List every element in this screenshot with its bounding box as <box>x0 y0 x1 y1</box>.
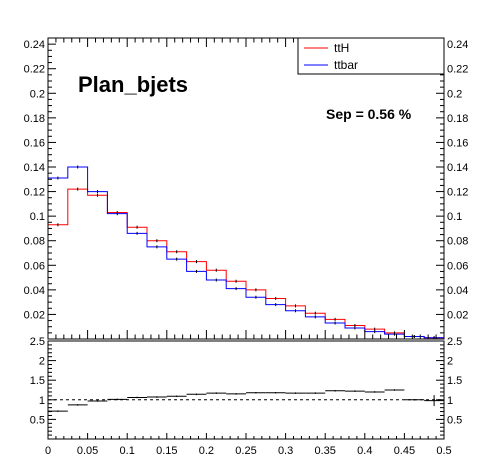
y-tick-label-right: 0.18 <box>447 113 468 125</box>
x-tick-label: 0.15 <box>156 445 177 457</box>
ratio-y-tick-label-right: 1.5 <box>447 375 462 387</box>
y-tick-label-right: 0.2 <box>447 88 462 100</box>
y-tick-label-right: 0.1 <box>447 211 462 223</box>
legend: ttH ttbar <box>297 37 445 75</box>
y-tick-label: 0.06 <box>24 260 45 272</box>
ratio-points <box>48 389 444 412</box>
x-tick-label: 0.45 <box>394 445 415 457</box>
histogram-lines <box>48 165 444 340</box>
ratio-y-tick-label: 2.5 <box>30 336 45 348</box>
ratio-panel: 0.5 0.5 1 1 1.5 1.5 2 2 2.5 2.5 0 0.05 0.1 0.15 0.2 0.… <box>30 336 463 457</box>
y-tick-label: 0.1 <box>30 211 45 223</box>
ratio-y-tick-label: 2 <box>39 356 45 368</box>
ratio-y-tick-label-right: 1 <box>447 395 453 407</box>
y-tick-label: 0.24 <box>24 39 45 51</box>
y-tick-label-right: 0.12 <box>447 187 468 199</box>
ratio-y-tick-label-right: 0.5 <box>447 414 462 426</box>
ratio-y-tick-label: 1.5 <box>30 375 45 387</box>
y-tick-label-right: 0.14 <box>447 162 468 174</box>
y-tick-label: 0.12 <box>24 187 45 199</box>
ratio-y-tick-label: 1 <box>39 395 45 407</box>
ratio-x-axis: 0 0.05 0.1 0.15 0.2 0.25 0.3 0.35 0.4 0.45 0.5 <box>45 433 452 457</box>
y-tick-label: 0.14 <box>24 162 45 174</box>
y-tick-label-right: 0.06 <box>447 260 468 272</box>
y-tick-label: 0.22 <box>24 64 45 76</box>
y-tick-label: 0.2 <box>30 88 45 100</box>
legend-box <box>297 37 445 75</box>
x-tick-label: 0.25 <box>235 445 256 457</box>
x-tick-label: 0.35 <box>314 445 335 457</box>
y-tick-label-right: 0.02 <box>447 309 468 321</box>
y-tick-label: 0.08 <box>24 236 45 248</box>
ratio-y-axis: 0.5 0.5 1 1 1.5 1.5 2 2 2.5 2.5 <box>30 336 462 436</box>
y-tick-label-right: 0.16 <box>447 137 468 149</box>
y-tick-label: 0.02 <box>24 309 45 321</box>
ratio-y-tick-label-right: 2 <box>447 356 453 368</box>
x-tick-label: 0.3 <box>278 445 293 457</box>
x-tick-label: 0.5 <box>436 445 451 457</box>
ratio-y-tick-label-right: 2.5 <box>447 336 462 348</box>
x-tick-label: 0.05 <box>77 445 98 457</box>
x-tick-label: 0 <box>45 445 51 457</box>
y-tick-label: 0.04 <box>24 285 45 297</box>
x-tick-label: 0.1 <box>120 445 135 457</box>
y-tick-label-right: 0.08 <box>447 236 468 248</box>
y-tick-label: 0.18 <box>24 113 45 125</box>
ratio-y-tick-label: 0.5 <box>30 414 45 426</box>
separation-annotation: Sep = 0.56 % <box>326 106 412 122</box>
chart-title: Plan_bjets <box>78 72 188 97</box>
legend-label-tth: ttH <box>334 41 349 55</box>
y-tick-label-right: 0.04 <box>447 285 468 297</box>
legend-label-ttbar: ttbar <box>334 58 358 72</box>
y-tick-label-right: 0.22 <box>447 64 468 76</box>
x-tick-label: 0.2 <box>199 445 214 457</box>
distribution-panel: 0.02 0.02 0.04 0.04 0.06 0.06 0.08 0.08 0.1 0.1 0.… <box>24 37 468 340</box>
y-tick-label-right: 0.24 <box>447 39 468 51</box>
y-tick-label: 0.16 <box>24 137 45 149</box>
x-tick-label: 0.4 <box>357 445 372 457</box>
